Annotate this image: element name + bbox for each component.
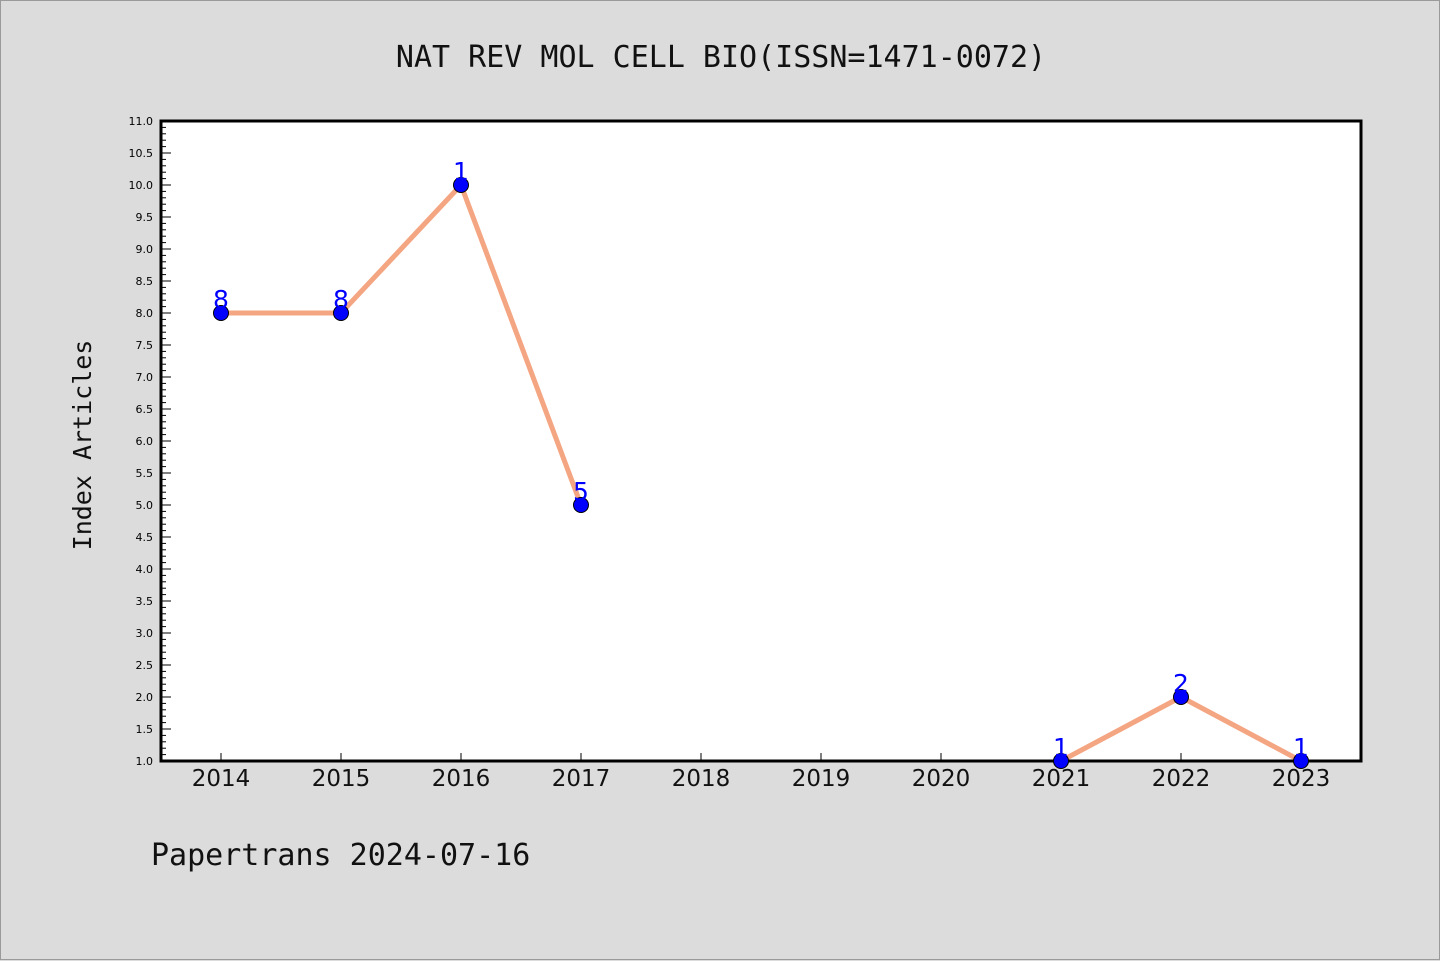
- y-tick-label: 7.0: [136, 371, 154, 384]
- y-tick-label: 5.0: [136, 499, 154, 512]
- x-tick-label: 2023: [1272, 766, 1331, 792]
- x-tick-label: 2016: [432, 766, 491, 792]
- plot-area: [159, 119, 1363, 763]
- data-label: 8: [333, 285, 349, 314]
- x-tick-label: 2015: [312, 766, 371, 792]
- y-tick-label: 5.5: [136, 467, 154, 480]
- y-tick-label: 9.5: [136, 211, 154, 224]
- data-point: [213, 305, 229, 321]
- x-tick-label: 2014: [192, 766, 251, 792]
- y-tick-label: 2.5: [136, 659, 154, 672]
- data-label: 1: [453, 157, 469, 186]
- x-tick-label: 2020: [912, 766, 971, 792]
- series-markers: [213, 177, 1309, 769]
- y-tick-label: 4.0: [136, 563, 154, 576]
- chart-title: NAT REV MOL CELL BIO(ISSN=1471-0072): [396, 40, 1046, 75]
- y-tick-label: 3.5: [136, 595, 154, 608]
- y-tick-label: 10.0: [129, 179, 154, 192]
- data-point: [1173, 689, 1189, 705]
- x-axis: 2014 2015 2016 2017 2018 2019 2020 2021 2022 2023: [192, 753, 1331, 792]
- y-tick-label: 7.5: [136, 339, 154, 352]
- data-label: 8: [213, 285, 229, 314]
- footer-text: Papertrans 2024-07-16: [151, 838, 530, 873]
- y-tick-label: 8.0: [136, 307, 154, 320]
- x-tick-label: 2019: [792, 766, 851, 792]
- y-tick-label: 3.0: [136, 627, 154, 640]
- series-line: [218, 182, 584, 508]
- y-axis-label: Index Articles: [68, 340, 97, 551]
- y-tick-label: 1.5: [136, 723, 154, 736]
- x-tick-label: 2021: [1032, 766, 1091, 792]
- y-axis: 1.0 1.5 2.0 2.5 3.0 3.5 4.0 4.5 5.0 5.5 6.0 6.5 7.0 7…: [129, 115, 171, 768]
- y-tick-label: 11.0: [129, 115, 154, 128]
- y-tick-label: 8.5: [136, 275, 154, 288]
- data-point: [1053, 753, 1069, 769]
- y-tick-label: 10.5: [129, 147, 154, 160]
- y-tick-label: 6.5: [136, 403, 154, 416]
- data-point: [1293, 753, 1309, 769]
- y-tick-label: 2.0: [136, 691, 154, 704]
- y-tick-label: 9.0: [136, 243, 154, 256]
- y-tick-label: 4.5: [136, 531, 154, 544]
- data-point: [333, 305, 349, 321]
- data-label: 1: [1293, 733, 1309, 762]
- x-tick-label: 2017: [552, 766, 611, 792]
- y-tick-label: 6.0: [136, 435, 154, 448]
- data-point: [453, 177, 469, 193]
- data-labels: 8 8 1 5 1 2 1: [213, 157, 1309, 762]
- data-point: [573, 497, 589, 513]
- data-label: 1: [1053, 733, 1069, 762]
- x-tick-label: 2022: [1152, 766, 1211, 792]
- data-label: 5: [573, 477, 589, 506]
- x-tick-label: 2018: [672, 766, 731, 792]
- data-label: 2: [1173, 669, 1189, 698]
- y-tick-label: 1.0: [136, 755, 154, 768]
